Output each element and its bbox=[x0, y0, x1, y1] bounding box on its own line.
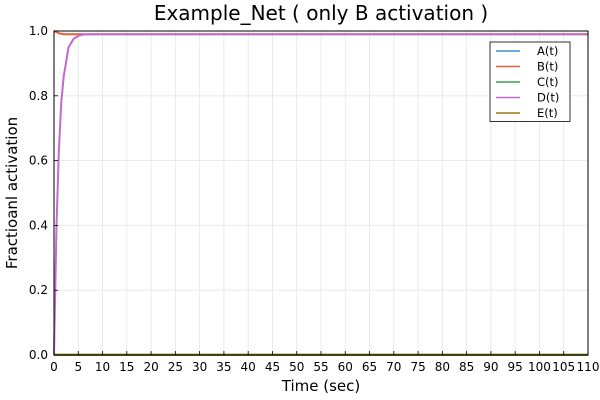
grid bbox=[53, 30, 589, 356]
x-tick-label: 5 bbox=[74, 360, 82, 374]
legend-label: D(t) bbox=[537, 91, 559, 105]
x-tick-label: 25 bbox=[168, 360, 183, 374]
x-tick-label: 0 bbox=[50, 360, 58, 374]
x-tick-label: 85 bbox=[459, 360, 474, 374]
x-tick-label: 80 bbox=[435, 360, 450, 374]
series-line-bt bbox=[53, 30, 588, 36]
legend-label: B(t) bbox=[537, 60, 558, 74]
y-tick-label: 0.6 bbox=[29, 154, 48, 168]
y-tick-label: 1.0 bbox=[29, 24, 48, 38]
x-tick-label: 45 bbox=[265, 360, 280, 374]
series-line-dt bbox=[53, 33, 588, 356]
x-tick-label: 105 bbox=[552, 360, 575, 374]
legend: A(t) B(t)C(t) D(t)E(t) bbox=[489, 41, 571, 122]
legend-label: A(t) bbox=[537, 44, 558, 58]
x-tick-label: 20 bbox=[143, 360, 158, 374]
legend-label: E(t) bbox=[537, 106, 558, 120]
y-axis-ticks: 0.0 0.2 0.4 0.6 0.8 1.0 bbox=[29, 24, 58, 362]
x-tick-label: 70 bbox=[386, 360, 401, 374]
legend-label: C(t) bbox=[537, 75, 559, 89]
y-axis-label: Fractioanl activation bbox=[3, 117, 21, 269]
y-tick-label: 0.2 bbox=[29, 283, 48, 297]
y-tick-label: 0.4 bbox=[29, 218, 48, 232]
x-tick-label: 60 bbox=[338, 360, 353, 374]
x-axis-ticks: 0 5 10 15 20 25 30 35 40 45 50 55 60 65 70 75 80 85 90 95 10… bbox=[50, 351, 599, 374]
x-tick-label: 75 bbox=[410, 360, 425, 374]
x-tick-label: 50 bbox=[289, 360, 304, 374]
x-tick-label: 35 bbox=[216, 360, 231, 374]
x-tick-label: 100 bbox=[528, 360, 551, 374]
x-tick-label: 10 bbox=[95, 360, 110, 374]
y-tick-label: 0.0 bbox=[29, 348, 48, 362]
x-tick-label: 15 bbox=[119, 360, 134, 374]
x-tick-label: 95 bbox=[508, 360, 523, 374]
x-tick-label: 90 bbox=[483, 360, 498, 374]
x-tick-label: 110 bbox=[577, 360, 600, 374]
y-tick-label: 0.8 bbox=[29, 89, 48, 103]
x-tick-label: 55 bbox=[313, 360, 328, 374]
x-tick-label: 30 bbox=[192, 360, 207, 374]
chart-title: Example_Net ( only B activation ) bbox=[154, 1, 488, 25]
x-tick-label: 40 bbox=[241, 360, 256, 374]
x-tick-label: 65 bbox=[362, 360, 377, 374]
x-axis-label: Time (sec) bbox=[281, 377, 360, 395]
